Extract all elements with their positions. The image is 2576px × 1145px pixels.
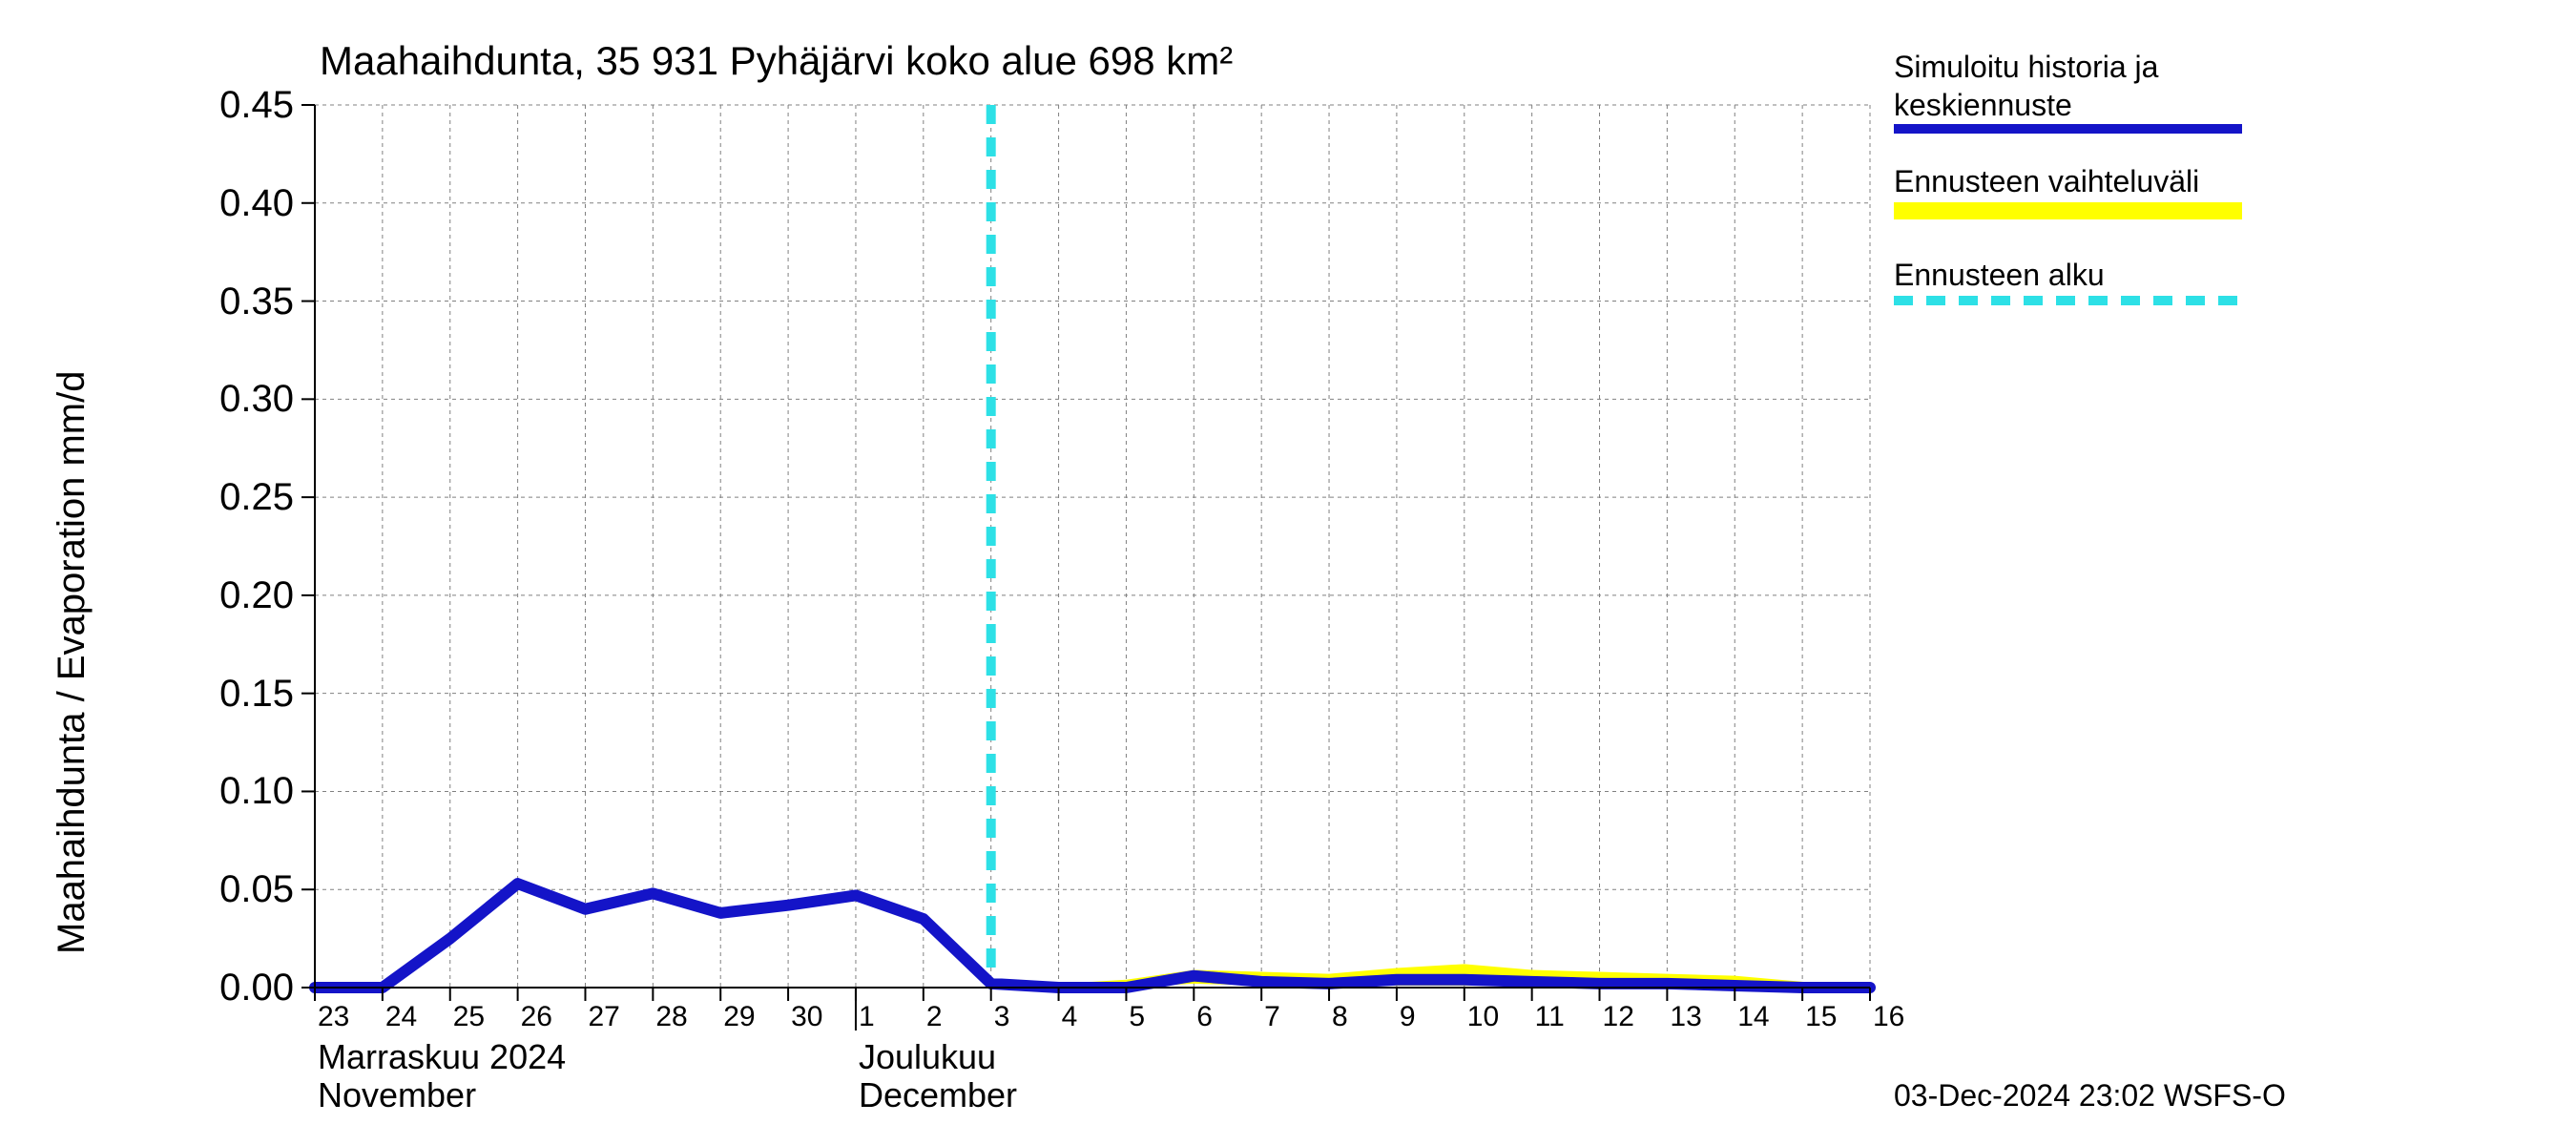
y-tick-label: 0.15 [219, 673, 294, 716]
x-tick-label: 4 [1062, 1001, 1078, 1033]
x-tick-label: 29 [723, 1001, 755, 1033]
x-tick-label: 30 [791, 1001, 822, 1033]
chart-footer-timestamp: 03-Dec-2024 23:02 WSFS-O [1894, 1078, 2286, 1114]
x-tick-label: 10 [1467, 1001, 1499, 1033]
legend-forecast-swatch [1894, 296, 2242, 305]
y-tick-label: 0.45 [219, 84, 294, 127]
x-tick-label: 7 [1264, 1001, 1280, 1033]
month-label-fi: Joulukuu [859, 1037, 996, 1077]
legend-history-swatch [1894, 124, 2242, 134]
x-tick-label: 25 [453, 1001, 485, 1033]
y-tick-label: 0.35 [219, 281, 294, 323]
legend-band-line1: Ennusteen vaihteluväli [1894, 164, 2199, 199]
x-tick-label: 27 [588, 1001, 619, 1033]
x-tick-label: 16 [1873, 1001, 1904, 1033]
evaporation-chart: Maahaihdunta, 35 931 Pyhäjärvi koko alue… [0, 0, 2576, 1145]
x-tick-label: 1 [859, 1001, 875, 1033]
x-tick-label: 3 [994, 1001, 1010, 1033]
x-tick-label: 8 [1332, 1001, 1348, 1033]
x-tick-label: 9 [1400, 1001, 1416, 1033]
y-tick-label: 0.40 [219, 182, 294, 225]
x-tick-label: 6 [1196, 1001, 1213, 1033]
x-tick-label: 15 [1805, 1001, 1837, 1033]
x-tick-label: 5 [1129, 1001, 1145, 1033]
y-tick-label: 0.00 [219, 967, 294, 1010]
legend-history-line2: keskiennuste [1894, 88, 2072, 123]
y-tick-label: 0.10 [219, 770, 294, 813]
legend-forecast-line1: Ennusteen alku [1894, 258, 2105, 293]
x-tick-label: 23 [318, 1001, 349, 1033]
x-tick-label: 2 [926, 1001, 943, 1033]
legend-band-swatch [1894, 202, 2242, 219]
y-tick-label: 0.30 [219, 378, 294, 421]
month-label-en: November [318, 1075, 476, 1115]
legend-history-line1: Simuloitu historia ja [1894, 50, 2158, 85]
x-tick-label: 14 [1737, 1001, 1769, 1033]
x-tick-label: 11 [1535, 1001, 1565, 1033]
x-tick-label: 12 [1603, 1001, 1634, 1033]
y-tick-label: 0.25 [219, 476, 294, 519]
month-label-fi: Marraskuu 2024 [318, 1037, 566, 1077]
x-tick-label: 24 [385, 1001, 417, 1033]
y-tick-label: 0.20 [219, 574, 294, 617]
x-tick-label: 28 [655, 1001, 687, 1033]
month-label-en: December [859, 1075, 1017, 1115]
x-tick-label: 13 [1670, 1001, 1701, 1033]
x-tick-label: 26 [521, 1001, 552, 1033]
y-tick-label: 0.05 [219, 868, 294, 911]
